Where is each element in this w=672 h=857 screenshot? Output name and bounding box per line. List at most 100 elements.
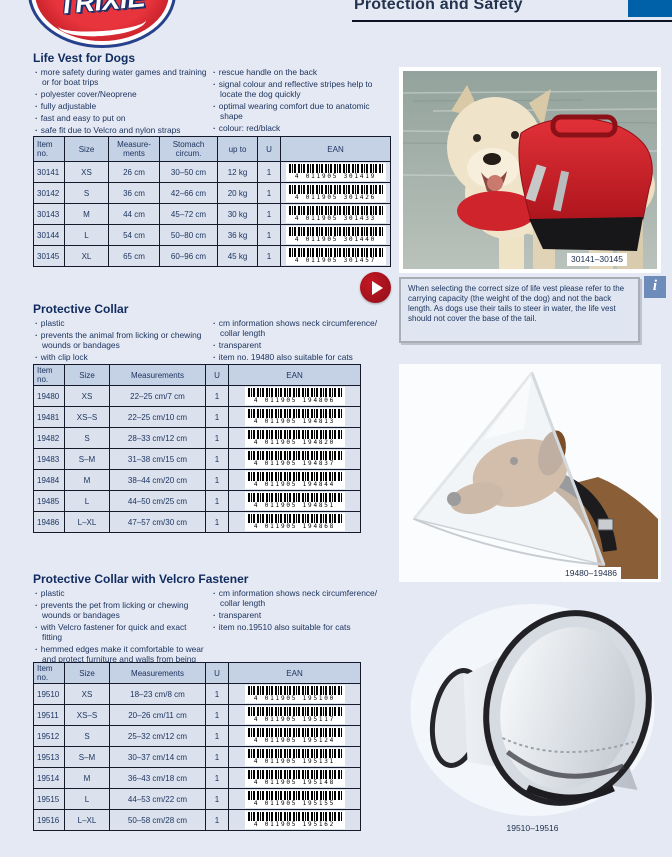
feature-list-left: plastic prevents the animal from licking…	[35, 318, 207, 364]
barcode-bars	[288, 248, 383, 257]
life-vest-photo	[399, 67, 661, 273]
col-header-size: Size	[64, 662, 110, 684]
table-row: 19484 M 38–44 cm/20 cm 1 4 011905 194844	[33, 469, 361, 491]
cell-measurements: 28–33 cm/12 cm	[109, 427, 206, 449]
cell-item-no: 19483	[33, 448, 65, 470]
cell-measurements: 22–25 cm/10 cm	[109, 406, 206, 428]
cell-u: 1	[205, 490, 229, 512]
ean-number: 4 011905 194844	[253, 481, 336, 488]
play-icon	[371, 280, 383, 295]
cell-measurements: 50–58 cm/28 cm	[109, 809, 206, 831]
bullet-item: signal colour and reflective stripes hel…	[213, 79, 391, 99]
barcode-bars	[247, 812, 342, 821]
ean-barcode: 4 011905 195124	[244, 727, 345, 745]
bullet-item: fast and easy to put on	[35, 113, 207, 123]
cell-ean: 4 011905 301433	[280, 203, 391, 225]
cell-item-no: 30145	[33, 245, 65, 267]
cell-ean: 4 011905 195162	[228, 809, 361, 831]
cell-size: L	[64, 224, 109, 246]
ean-number: 4 011905 194851	[253, 502, 336, 509]
cell-item-no: 30141	[33, 161, 65, 183]
cell-measurements: 30–37 cm/14 cm	[109, 746, 206, 768]
bullet-item: prevents the animal from licking or chew…	[35, 330, 207, 350]
cell-u: 1	[205, 809, 229, 831]
video-play-button[interactable]	[360, 272, 391, 303]
ean-barcode: 4 011905 194813	[244, 408, 345, 426]
cell-ean: 4 011905 301419	[280, 161, 391, 183]
cell-u: 1	[257, 203, 281, 225]
table-row: 19515 L 44–53 cm/22 cm 1 4 011905 195155	[33, 788, 361, 810]
cell-item-no: 19480	[33, 385, 65, 407]
trixie-logo: TRIXIE	[28, 0, 176, 48]
cell-ean: 4 011905 195124	[228, 725, 361, 747]
bullet-item: colour: red/black	[213, 123, 391, 133]
bullet-item: transparent	[213, 340, 391, 350]
col-header-size: Size	[64, 136, 109, 162]
table-header-row: Item no. Size Measurements U EAN	[33, 364, 361, 386]
ean-number: 4 011905 195155	[253, 800, 336, 807]
cell-size: S–M	[64, 448, 110, 470]
cell-size: XL	[64, 245, 109, 267]
barcode-bars	[247, 749, 342, 758]
cell-size: XS	[64, 385, 110, 407]
bullet-item: rescue handle on the back	[213, 67, 391, 77]
col-header-item-no: Item no.	[33, 662, 65, 684]
cell-item-no: 30143	[33, 203, 65, 225]
bullet-item: polyester cover/Neoprene	[35, 89, 207, 99]
ean-number: 4 011905 301419	[294, 173, 377, 180]
barcode-bars	[288, 227, 383, 236]
corner-tab	[628, 0, 672, 17]
ean-number: 4 011905 195148	[253, 779, 336, 786]
ean-barcode: 4 011905 195162	[244, 811, 345, 829]
cell-measurements: 44 cm	[108, 203, 160, 225]
col-header-measurements: Measurements	[109, 364, 206, 386]
cell-ean: 4 011905 195148	[228, 767, 361, 789]
cell-item-no: 19513	[33, 746, 65, 768]
cell-ean: 4 011905 301440	[280, 224, 391, 246]
barcode-bars	[288, 164, 383, 173]
table-row: 19513 S–M 30–37 cm/14 cm 1 4 011905 1951…	[33, 746, 361, 768]
cell-size: S	[64, 427, 110, 449]
ean-number: 4 011905 301440	[294, 236, 377, 243]
cell-measurements: 44–53 cm/22 cm	[109, 788, 206, 810]
cell-ean: 4 011905 194868	[228, 511, 361, 533]
cell-ean: 4 011905 194837	[228, 448, 361, 470]
cell-ean: 4 011905 194851	[228, 490, 361, 512]
table-row: 19516 L–XL 50–58 cm/28 cm 1 4 011905 195…	[33, 809, 361, 831]
ean-number: 4 011905 301457	[294, 257, 377, 264]
cell-up-to: 20 kg	[217, 182, 258, 204]
cell-item-no: 30142	[33, 182, 65, 204]
cell-u: 1	[205, 746, 229, 768]
ean-barcode: 4 011905 194820	[244, 429, 345, 447]
bullet-item: prevents the pet from licking or chewing…	[35, 600, 207, 620]
barcode-bars	[247, 472, 342, 481]
table-row: 30143 M 44 cm 45–72 cm 30 kg 1 4 011905 …	[33, 203, 391, 225]
col-header-size: Size	[64, 364, 110, 386]
ean-number: 4 011905 301426	[294, 194, 377, 201]
cell-size: S	[64, 725, 110, 747]
ean-barcode: 4 011905 195155	[244, 790, 345, 808]
barcode-bars	[247, 451, 342, 460]
table-header-row: Item no. Size Measure-ments Stomach circ…	[33, 136, 391, 162]
col-header-stomach: Stomach circum.	[159, 136, 218, 162]
ean-number: 4 011905 194868	[253, 523, 336, 530]
cell-ean: 4 011905 194806	[228, 385, 361, 407]
cell-measurements: 65 cm	[108, 245, 160, 267]
feature-list-right: rescue handle on the back signal colour …	[213, 67, 391, 137]
ean-barcode: 4 011905 301440	[285, 226, 386, 244]
cell-u: 1	[205, 767, 229, 789]
cell-measurements: 44–50 cm/25 cm	[109, 490, 206, 512]
cell-measurements: 36 cm	[108, 182, 160, 204]
table-row: 19514 M 36–43 cm/18 cm 1 4 011905 195148	[33, 767, 361, 789]
ean-number: 4 011905 195100	[253, 695, 336, 702]
cell-up-to: 30 kg	[217, 203, 258, 225]
velcro-collar-photo	[405, 600, 660, 822]
cell-ean: 4 011905 301426	[280, 182, 391, 204]
cell-stomach: 50–80 cm	[159, 224, 218, 246]
cell-measurements: 22–25 cm/7 cm	[109, 385, 206, 407]
ean-number: 4 011905 194837	[253, 460, 336, 467]
barcode-bars	[247, 686, 342, 695]
bullet-item: item no.19510 also suitable for cats	[213, 622, 391, 632]
bullet-item: plastic	[35, 318, 207, 328]
collar-table: Item no. Size Measurements U EAN 19480 X…	[33, 364, 361, 533]
